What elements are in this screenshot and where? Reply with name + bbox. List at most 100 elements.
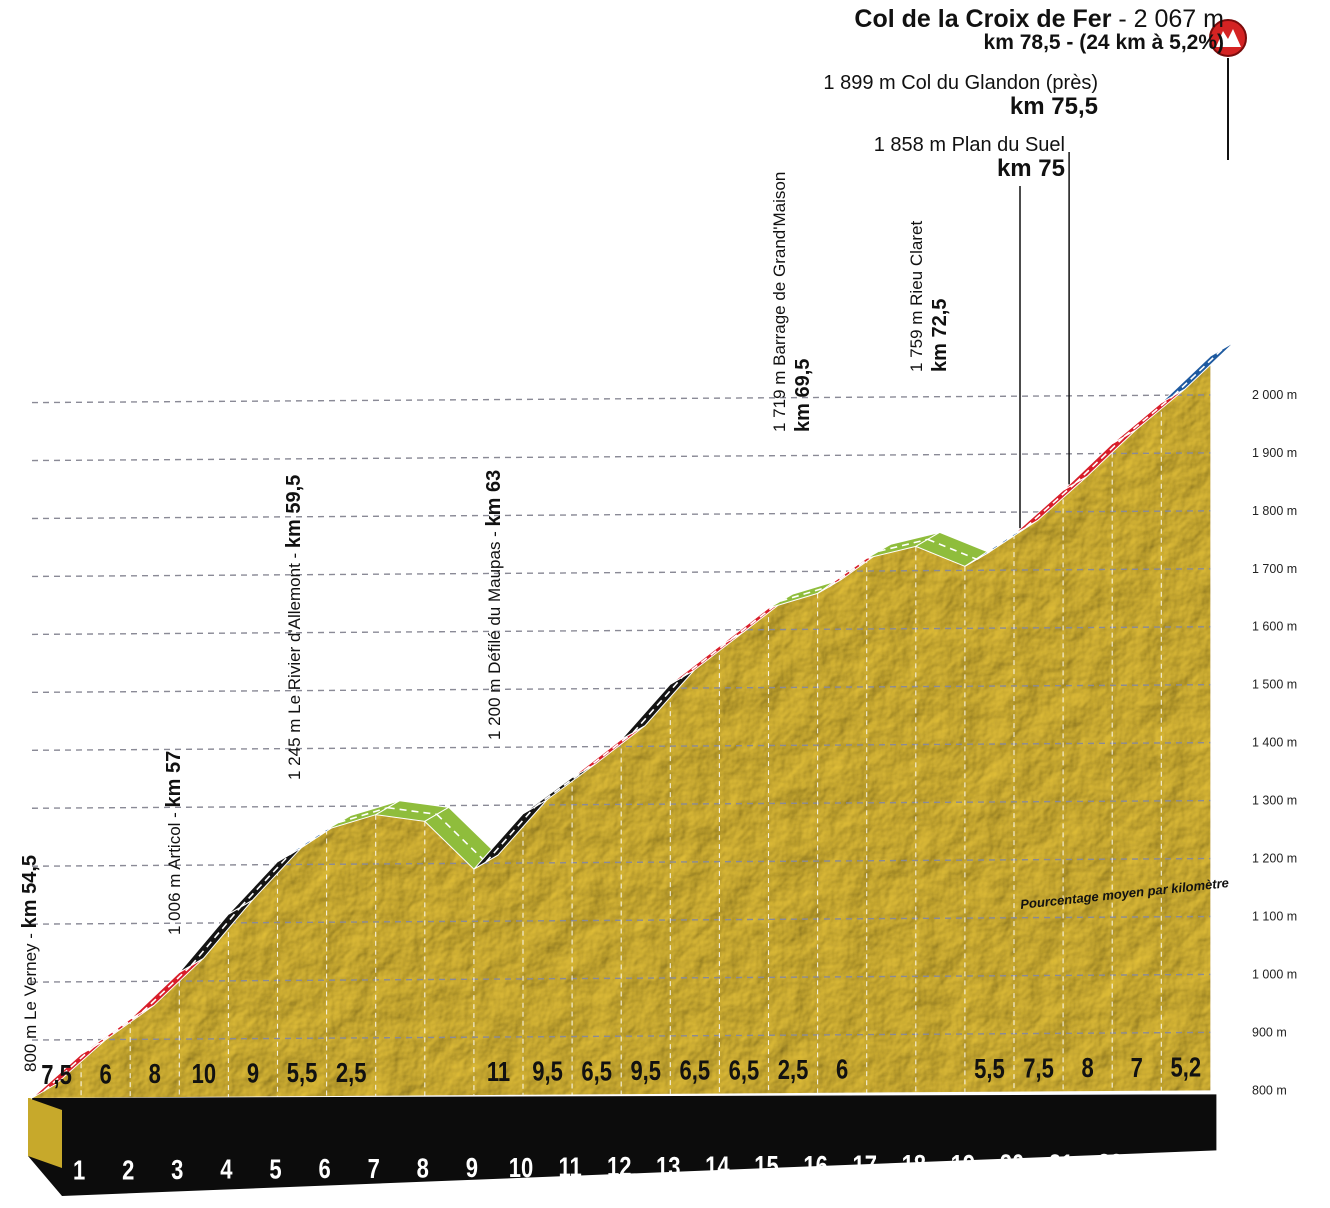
waypoint-label: 1 006 m Articol - km 57 <box>163 751 185 935</box>
altitude-tick-label: 1 700 m <box>1252 562 1297 576</box>
altitude-tick-label: 2 000 m <box>1252 388 1297 402</box>
note-col-du-glandon: 1 899 m Col du Glandon (près) km 75,5 <box>823 72 1098 121</box>
km-marker-label: 8 <box>417 1153 429 1184</box>
km-marker-label: 13 <box>656 1152 680 1183</box>
note-altitude: 1 899 m Col du Glandon (près) <box>823 72 1098 94</box>
note-km: km 75 <box>996 155 1065 183</box>
waypoint-name: 1 006 m Articol - <box>165 807 184 935</box>
gradient-ribbon <box>31 341 1235 1099</box>
km-marker-label: 19 <box>951 1150 975 1181</box>
km-gradient-labels: 7,5 6 8 10 9 5,5 2,5 11 9,5 6,5 9,5 6,5 6,5 2,5 6 5,5 7,… <box>41 1052 1201 1090</box>
km-gradient-label: 6 <box>100 1059 112 1090</box>
waypoint-name: 1 759 m Rieu Claret <box>907 221 926 372</box>
leader-lines <box>1019 152 1070 529</box>
note-km: km 75,5 <box>1009 93 1098 121</box>
note-plan-du-suel: 1 858 m Plan du Suel km 75 <box>874 134 1065 183</box>
altitude-tick-label: 1 500 m <box>1252 678 1297 692</box>
altitude-gridline <box>31 799 1211 809</box>
km-marker-label: 23 <box>1147 1148 1171 1179</box>
altitude-gridline <box>31 915 1211 925</box>
altitude-gridline <box>31 394 1211 404</box>
km-gradient-label: 11 <box>487 1057 510 1088</box>
km-marker-label: 1 <box>73 1155 85 1186</box>
km-marker-label: 14 <box>705 1151 730 1182</box>
waypoint-km: km 54,5 <box>19 855 41 928</box>
km-dividers <box>80 402 1162 1098</box>
km-gradient-label: 7,5 <box>41 1060 72 1091</box>
altitude-gridline <box>31 683 1211 694</box>
altitude-gridline <box>31 510 1211 520</box>
waypoint-name: 1 245 m Le Rivier d'Allemont - <box>285 548 304 780</box>
altitude-gridline <box>31 452 1211 462</box>
waypoint-name: 800 m Le Verney - <box>21 928 40 1072</box>
km-gradient-label: 2,5 <box>336 1058 367 1089</box>
summit-altitude: - 2 067 m <box>1111 5 1224 33</box>
waypoint-name: 1 719 m Barrage de Grand'Maison <box>770 172 789 432</box>
waypoint-name: 1 200 m Défilé du Maupas - <box>485 526 504 740</box>
altitude-tick-label: 1 300 m <box>1252 794 1297 808</box>
note-altitude: 1 858 m Plan du Suel <box>873 134 1065 156</box>
ribbon-centerline <box>534 769 585 808</box>
km-marker-label: 22 <box>1098 1149 1122 1180</box>
ribbon-centerline <box>632 676 683 734</box>
ribbon-centerline <box>1025 482 1076 528</box>
waypoint-label: 1 719 m Barrage de Grand'Maison <box>770 172 789 432</box>
summit-peaks-glyph <box>1216 29 1241 47</box>
base-black-band <box>28 1094 1217 1196</box>
km-marker-label: 12 <box>607 1152 631 1183</box>
waypoint-km: km 69,5 <box>792 359 814 432</box>
waypoint-km: km 59,5 <box>283 475 305 548</box>
ribbon-centerline <box>92 1011 143 1048</box>
km-marker-label: 3 <box>171 1155 183 1186</box>
waypoint-label: 1 245 m Le Rivier d'Allemont - km 59,5 <box>283 475 305 780</box>
km-marker-label: 20 <box>1000 1149 1024 1180</box>
ribbon-centerline <box>976 526 1027 560</box>
km-marker-label: 11 <box>558 1152 581 1183</box>
ribbon-centerline <box>583 731 634 772</box>
ribbon-centerline <box>387 806 437 816</box>
km-gradient-label: 6 <box>836 1054 848 1085</box>
km-gradient-label: 9,5 <box>532 1056 563 1087</box>
ribbon-centerline <box>485 806 536 863</box>
altitude-tick-label: 1 400 m <box>1252 736 1297 750</box>
km-gradient-label: 6,5 <box>581 1056 612 1087</box>
km-marker-label: 15 <box>754 1151 779 1182</box>
altitude-axis: 800 m 900 m 1 000 m 1 100 m 1 200 m 1 300 m 1 … <box>1252 388 1297 1097</box>
ribbon-centerline <box>878 538 928 553</box>
ribbon-centerline <box>681 638 732 678</box>
altitude-tick-label: 800 m <box>1252 1083 1287 1097</box>
altitude-tick-label: 1 000 m <box>1252 967 1297 981</box>
km-gradient-label: 5,5 <box>974 1053 1005 1084</box>
km-gradient-label: 2,5 <box>778 1055 809 1086</box>
ribbon-centerline <box>780 585 830 602</box>
km-gradient-label: 5,2 <box>1171 1052 1202 1083</box>
km-marker-label: 10 <box>509 1153 533 1184</box>
km-marker-label: 16 <box>803 1151 827 1182</box>
ribbon-centerline <box>927 538 978 561</box>
km-gradient-label: 8 <box>1082 1053 1094 1084</box>
base-band <box>28 1094 1217 1196</box>
summit-marker <box>1209 19 1247 160</box>
km-gradient-label: 5,5 <box>287 1058 318 1089</box>
km-gradient-label: 7,5 <box>1023 1053 1054 1084</box>
ribbon-segment <box>1160 341 1235 404</box>
ribbon-centerline <box>1123 395 1174 438</box>
ribbon-centerline <box>338 806 388 824</box>
km-marker-label: 2 <box>122 1155 134 1186</box>
summit-info: km 78,5 - (24 km à 5,2%) <box>983 31 1224 55</box>
km-gradient-label: 7 <box>1131 1053 1143 1084</box>
km-marker-label: 5 <box>269 1154 281 1185</box>
altitude-tick-label: 1 600 m <box>1252 620 1297 634</box>
altitude-tick-label: 1 100 m <box>1252 909 1297 923</box>
summit-title: Col de la Croix de Fer - 2 067 m km 78,5… <box>854 6 1224 54</box>
mountain-body <box>28 356 1211 1100</box>
km-gradient-label: 6,5 <box>729 1055 760 1086</box>
km-marker-label: 18 <box>902 1150 927 1181</box>
altitude-tick-label: 1 200 m <box>1252 852 1297 866</box>
waypoint-km: km 72,5 <box>929 299 951 372</box>
km-marker-label: 17 <box>852 1150 876 1181</box>
mountain-edge <box>28 1098 32 1100</box>
ribbon-centerline <box>190 906 242 966</box>
summit-name: Col de la Croix de Fer <box>854 5 1112 33</box>
